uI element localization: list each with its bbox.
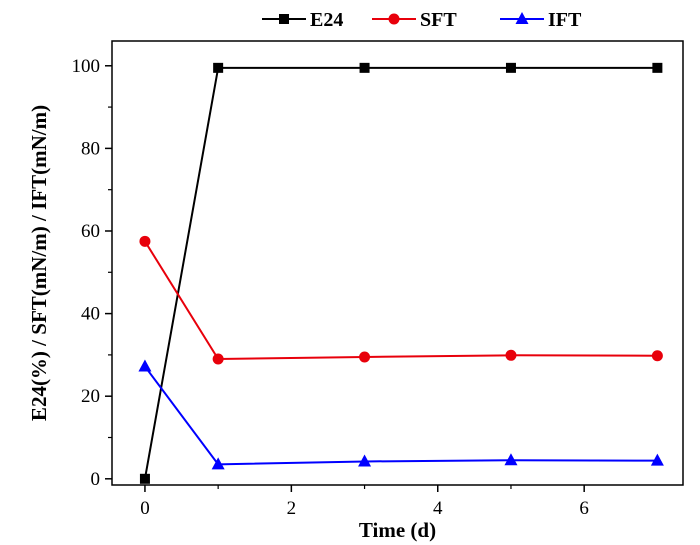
series-ift-point <box>504 453 518 466</box>
series-sft <box>139 235 663 365</box>
x-axis-title: Time (d) <box>359 518 436 542</box>
series-sft-point <box>359 351 371 363</box>
series-ift-line <box>144 365 658 466</box>
legend-marker-ift <box>515 12 529 24</box>
x-axis: 0 2 4 6 <box>140 485 589 519</box>
y-tick-label: 80 <box>81 138 100 159</box>
series-e24-point <box>139 473 150 484</box>
y-tick-label: 40 <box>81 304 100 325</box>
series-e24-point <box>359 62 370 73</box>
legend-marker-sft <box>388 13 400 25</box>
series-e24-point <box>652 62 663 73</box>
x-tick-label: 4 <box>433 498 443 519</box>
series-ift-point <box>358 454 372 467</box>
y-tick-label: 100 <box>72 56 101 77</box>
series-ift-point <box>211 457 225 470</box>
series-layer <box>138 62 664 484</box>
series-ift-point <box>138 359 152 372</box>
series-e24-point <box>213 62 224 73</box>
plot-frame <box>111 40 684 486</box>
y-tick-label: 60 <box>81 221 100 242</box>
legend-marker-e24 <box>279 14 289 24</box>
series-sft-point <box>139 235 151 247</box>
legend-item-e24: E24 <box>262 9 343 31</box>
series-sft-point <box>651 350 663 362</box>
y-axis: 0 20 40 60 80 100 <box>72 56 112 490</box>
series-e24-line <box>143 66 658 479</box>
legend-label-sft: SFT <box>420 9 457 31</box>
x-tick-label: 2 <box>287 498 297 519</box>
series-e24 <box>139 62 663 484</box>
series-sft-line <box>144 240 658 361</box>
y-tick-label: 20 <box>81 386 100 407</box>
series-ift-point <box>650 453 664 466</box>
series-e24-point <box>505 62 516 73</box>
y-axis-title: E24(%) / SFT(mN/m) / IFT(mN/m) <box>27 105 51 421</box>
legend-label-e24: E24 <box>310 9 343 31</box>
legend-label-ift: IFT <box>548 9 582 31</box>
x-tick-label: 6 <box>579 498 589 519</box>
legend-item-sft: SFT <box>372 9 457 31</box>
legend-item-ift: IFT <box>500 9 582 31</box>
x-tick-label: 0 <box>140 498 150 519</box>
series-sft-point <box>212 353 224 365</box>
legend: E24 SFT IFT <box>262 9 582 31</box>
y-tick-label: 0 <box>91 469 101 490</box>
series-ift <box>138 359 664 470</box>
series-sft-point <box>505 349 517 361</box>
